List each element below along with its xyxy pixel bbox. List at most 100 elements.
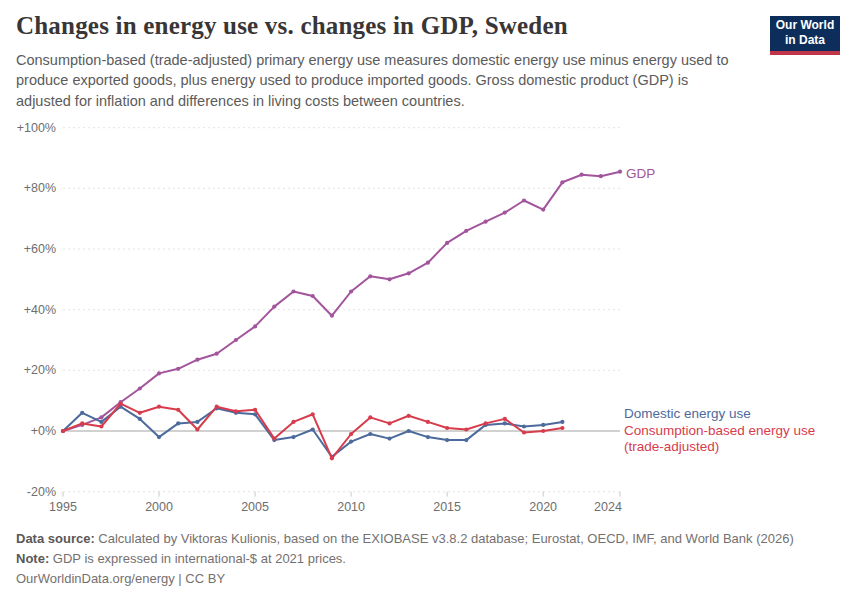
data-point-consumption[interactable] (311, 412, 315, 416)
chart-header: Changes in energy use vs. changes in GDP… (16, 12, 756, 111)
x-tick-label: 2015 (433, 500, 461, 514)
data-point-domestic[interactable] (387, 437, 391, 441)
data-point-consumption[interactable] (253, 408, 257, 412)
y-tick-label: +40% (24, 303, 56, 317)
data-point-gdp[interactable] (311, 294, 315, 298)
data-point-domestic[interactable] (80, 411, 84, 415)
data-point-consumption[interactable] (484, 421, 488, 425)
data-point-consumption[interactable] (522, 430, 526, 434)
x-tick-label: 2005 (241, 500, 269, 514)
data-point-gdp[interactable] (234, 338, 238, 342)
data-point-consumption[interactable] (99, 424, 103, 428)
y-tick-label: +100% (17, 121, 56, 135)
footer-data-source: Data source: Calculated by Viktoras Kuli… (16, 529, 794, 549)
data-point-consumption[interactable] (560, 426, 564, 430)
series-line-gdp[interactable] (63, 172, 620, 431)
data-point-gdp[interactable] (349, 289, 353, 293)
data-point-gdp[interactable] (272, 305, 276, 309)
data-point-domestic[interactable] (368, 432, 372, 436)
data-point-consumption[interactable] (138, 411, 142, 415)
footer-note: Note: GDP is expressed in international-… (16, 549, 794, 569)
owid-url-link[interactable]: OurWorldinData.org/energy | CC BY (16, 571, 225, 586)
legend-label-consumption-line1: Consumption-based energy use (624, 423, 815, 439)
legend-label-gdp[interactable]: GDP (626, 166, 655, 182)
data-point-gdp[interactable] (387, 277, 391, 281)
data-point-domestic[interactable] (503, 421, 507, 425)
data-point-gdp[interactable] (99, 415, 103, 419)
data-point-domestic[interactable] (464, 438, 468, 442)
data-point-gdp[interactable] (580, 173, 584, 177)
data-point-domestic[interactable] (541, 423, 545, 427)
data-point-domestic[interactable] (176, 421, 180, 425)
data-point-gdp[interactable] (599, 174, 603, 178)
data-source-text: Calculated by Viktoras Kulionis, based o… (95, 531, 794, 546)
data-point-consumption[interactable] (157, 405, 161, 409)
y-tick-label: +80% (24, 181, 56, 195)
data-point-gdp[interactable] (215, 352, 219, 356)
data-point-domestic[interactable] (311, 427, 315, 431)
data-point-domestic[interactable] (426, 435, 430, 439)
data-point-consumption[interactable] (541, 429, 545, 433)
data-point-gdp[interactable] (138, 386, 142, 390)
data-point-consumption[interactable] (330, 456, 334, 460)
data-point-domestic[interactable] (157, 435, 161, 439)
data-point-domestic[interactable] (291, 435, 295, 439)
y-tick-label: +0% (31, 424, 56, 438)
data-point-gdp[interactable] (253, 324, 257, 328)
data-point-domestic[interactable] (522, 424, 526, 428)
y-tick-label: -20% (27, 485, 56, 499)
data-point-gdp[interactable] (330, 314, 334, 318)
legend-label-domestic-energy[interactable]: Domestic energy use (624, 406, 751, 422)
data-point-gdp[interactable] (176, 367, 180, 371)
x-tick-label: 2010 (337, 500, 365, 514)
data-point-consumption[interactable] (234, 409, 238, 413)
y-tick-label: +60% (24, 242, 56, 256)
data-point-consumption[interactable] (80, 421, 84, 425)
data-point-consumption[interactable] (368, 415, 372, 419)
owid-logo[interactable]: Our World in Data (770, 16, 840, 55)
data-point-gdp[interactable] (541, 208, 545, 212)
data-point-gdp[interactable] (445, 241, 449, 245)
data-point-consumption[interactable] (291, 420, 295, 424)
x-tick-label: 2000 (145, 500, 173, 514)
data-point-gdp[interactable] (368, 274, 372, 278)
data-point-domestic[interactable] (138, 417, 142, 421)
data-point-gdp[interactable] (484, 220, 488, 224)
data-point-consumption[interactable] (349, 432, 353, 436)
owid-logo-line2: in Data (770, 33, 840, 48)
data-source-label: Data source: (16, 531, 95, 546)
data-point-gdp[interactable] (464, 229, 468, 233)
x-tick-label: 2024 (594, 500, 622, 514)
data-point-gdp[interactable] (522, 198, 526, 202)
data-point-consumption[interactable] (464, 427, 468, 431)
data-point-gdp[interactable] (407, 271, 411, 275)
data-point-consumption[interactable] (445, 426, 449, 430)
data-point-domestic[interactable] (195, 420, 199, 424)
data-point-domestic[interactable] (560, 420, 564, 424)
data-point-gdp[interactable] (291, 289, 295, 293)
data-point-consumption[interactable] (215, 405, 219, 409)
data-point-gdp[interactable] (560, 180, 564, 184)
x-tick-label: 1995 (49, 500, 77, 514)
data-point-consumption[interactable] (176, 408, 180, 412)
data-point-consumption[interactable] (119, 402, 123, 406)
owid-chart-page: +100% +80% +60% +40% +20% +0% -20%1995 2000 2005… (0, 0, 850, 600)
data-point-domestic[interactable] (445, 438, 449, 442)
data-point-gdp[interactable] (618, 170, 622, 174)
legend-label-consumption-energy[interactable]: Consumption-based energy use (trade-adju… (624, 423, 815, 455)
data-point-consumption[interactable] (503, 417, 507, 421)
data-point-gdp[interactable] (503, 211, 507, 215)
data-point-consumption[interactable] (426, 420, 430, 424)
y-tick-label: +20% (24, 363, 56, 377)
data-point-gdp[interactable] (426, 261, 430, 265)
data-point-consumption[interactable] (387, 421, 391, 425)
data-point-consumption[interactable] (195, 427, 199, 431)
data-point-gdp[interactable] (157, 371, 161, 375)
data-point-consumption[interactable] (272, 437, 276, 441)
data-point-domestic[interactable] (349, 440, 353, 444)
data-point-consumption[interactable] (407, 414, 411, 418)
data-point-consumption[interactable] (61, 429, 65, 433)
data-point-gdp[interactable] (195, 358, 199, 362)
note-text: GDP is expressed in international-$ at 2… (49, 551, 346, 566)
data-point-domestic[interactable] (407, 429, 411, 433)
